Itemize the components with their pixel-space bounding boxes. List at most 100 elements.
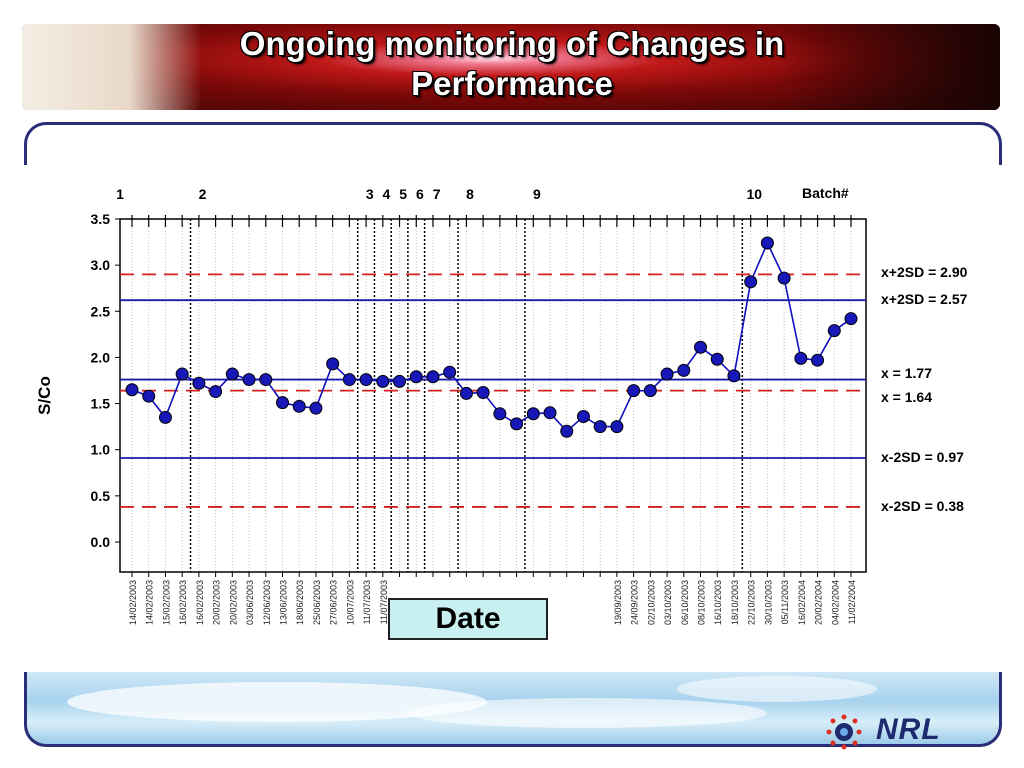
data-point [142, 389, 156, 403]
y-tick-label: 1.0 [91, 442, 111, 458]
x-tick-label: 03/06/2003 [245, 580, 255, 625]
data-point [677, 363, 691, 377]
x-tick-label: 14/02/2003 [128, 580, 138, 625]
data-point [393, 374, 407, 388]
x-tick-label: 18/10/2003 [730, 580, 740, 625]
x-tick-label: 16/02/2003 [195, 580, 205, 625]
data-point [811, 353, 825, 367]
x-tick-label: 20/02/2003 [228, 580, 238, 625]
data-point [459, 386, 473, 400]
data-point [158, 410, 172, 424]
data-point [292, 399, 306, 413]
data-point [443, 365, 457, 379]
batch-label: 5 [399, 186, 407, 202]
data-point [493, 407, 507, 421]
y-tick-label: 2.5 [91, 303, 111, 319]
reference-line-label: x-2SD = 0.38 [881, 498, 964, 514]
x-tick-label: 13/06/2003 [278, 580, 288, 625]
slide-title-line1: Ongoing monitoring of Changes in [239, 25, 785, 62]
x-tick-label: 24/09/2003 [630, 580, 640, 625]
x-tick-label: 22/10/2003 [747, 580, 757, 625]
data-point [744, 275, 758, 289]
logo-text: NRL [876, 713, 941, 746]
data-point [760, 236, 774, 250]
batch-label: 7 [433, 186, 441, 202]
content-frame-top [24, 122, 1002, 165]
y-tick-label: 1.5 [91, 396, 111, 412]
data-point [192, 376, 206, 390]
x-tick-label: 11/02/2004 [847, 580, 857, 624]
y-tick-label: 3.5 [91, 211, 111, 227]
data-point [426, 370, 440, 384]
reference-line-label: x = 1.77 [881, 365, 932, 381]
data-point [576, 409, 590, 423]
batch-label: 4 [383, 186, 391, 202]
data-point [175, 367, 189, 381]
batch-label: 3 [366, 186, 374, 202]
batch-label: 6 [416, 186, 424, 202]
x-tick-label: 25/06/2003 [312, 580, 322, 625]
x-tick-label: 05/11/2003 [780, 580, 790, 624]
batch-label: 10 [747, 186, 763, 202]
y-axis-label: S/Co [35, 376, 54, 415]
reference-line-label: x+2SD = 2.90 [881, 264, 968, 280]
data-point [326, 357, 340, 371]
x-tick-label: 20/02/2003 [212, 580, 222, 625]
data-point [543, 406, 557, 420]
x-tick-label: 04/02/2004 [830, 580, 840, 625]
x-tick-label: 18/06/2003 [295, 580, 305, 625]
data-point [309, 401, 323, 415]
slide-title-line2: Performance [411, 65, 613, 102]
nrl-logo-icon [826, 714, 862, 750]
data-point [359, 373, 373, 387]
x-tick-label: 16/02/2004 [797, 580, 807, 625]
data-point [777, 271, 791, 285]
data-point [476, 385, 490, 399]
data-point [694, 340, 708, 354]
x-tick-label: 08/10/2003 [697, 580, 707, 625]
reference-line-label: x = 1.64 [881, 389, 932, 405]
x-tick-label: 11/07/2003 [379, 580, 389, 624]
data-point [643, 384, 657, 398]
x-tick-label: 02/10/2003 [646, 580, 656, 625]
data-point [710, 352, 724, 366]
data-point [225, 367, 239, 381]
x-tick-label: 16/02/2003 [178, 580, 188, 625]
x-tick-label: 16/10/2003 [713, 580, 723, 625]
x-tick-label: 11/07/2003 [362, 580, 372, 624]
batch-label: 8 [466, 186, 474, 202]
data-point [610, 420, 624, 434]
data-point [827, 324, 841, 338]
y-tick-label: 0.5 [91, 488, 111, 504]
data-point [844, 312, 858, 326]
y-tick-label: 2.0 [91, 349, 111, 365]
slide-title: Ongoing monitoring of Changes in Perform… [0, 24, 1024, 104]
y-tick-label: 3.0 [91, 257, 111, 273]
data-point [593, 420, 607, 434]
data-point [560, 424, 574, 438]
data-point [794, 351, 808, 365]
title-banner [22, 24, 1000, 110]
x-tick-label: 14/02/2003 [145, 580, 155, 625]
data-point [510, 417, 524, 431]
x-tick-label: 30/10/2003 [763, 580, 773, 625]
data-point [526, 407, 540, 421]
reference-line-label: x-2SD = 0.97 [881, 449, 964, 465]
data-point [409, 370, 423, 384]
x-tick-label: 20/02/2004 [814, 580, 824, 625]
x-tick-label: 15/02/2003 [161, 580, 171, 625]
x-tick-label: 03/10/2003 [663, 580, 673, 625]
x-tick-label: 12/06/2003 [262, 580, 272, 625]
x-tick-label: 27/06/2003 [329, 580, 339, 625]
x-tick-label: 19/09/2003 [613, 580, 623, 625]
data-point [125, 383, 139, 397]
batch-label: 9 [533, 186, 541, 202]
data-point [342, 373, 356, 387]
batch-axis-label: Batch# [802, 185, 849, 201]
x-tick-label: 06/10/2003 [680, 580, 690, 625]
x-tick-label: 10/07/2003 [345, 580, 355, 625]
footer-sky-band [24, 672, 1002, 747]
data-point [209, 385, 223, 399]
y-tick-label: 0.0 [91, 534, 111, 550]
